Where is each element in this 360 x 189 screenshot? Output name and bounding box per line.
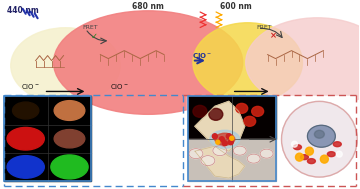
Ellipse shape: [54, 101, 85, 120]
Bar: [4, 96, 48, 125]
Ellipse shape: [189, 149, 203, 159]
Bar: [4, 96, 91, 181]
Bar: [187, 96, 356, 181]
Circle shape: [228, 140, 233, 145]
Bar: [232, 139, 275, 181]
Text: ClO$^-$: ClO$^-$: [21, 82, 40, 91]
Circle shape: [219, 137, 224, 142]
Text: ✓: ✓: [90, 32, 98, 41]
Text: ClO$^-$: ClO$^-$: [192, 51, 212, 60]
Ellipse shape: [307, 159, 315, 164]
Text: 680 nm: 680 nm: [132, 2, 164, 11]
Ellipse shape: [301, 155, 309, 160]
Ellipse shape: [244, 116, 256, 126]
Text: ClO$^-$: ClO$^-$: [110, 82, 129, 91]
Circle shape: [230, 136, 234, 140]
Ellipse shape: [7, 127, 44, 150]
Ellipse shape: [215, 133, 235, 145]
Text: FRET: FRET: [257, 25, 272, 30]
Text: 440 nm: 440 nm: [7, 6, 39, 15]
Ellipse shape: [7, 156, 44, 178]
Bar: [4, 153, 48, 181]
Ellipse shape: [210, 130, 240, 148]
Polygon shape: [195, 101, 245, 151]
Ellipse shape: [54, 129, 85, 148]
Ellipse shape: [213, 146, 227, 156]
Circle shape: [320, 155, 328, 163]
Circle shape: [282, 101, 357, 177]
Ellipse shape: [233, 146, 246, 155]
Bar: [4, 125, 48, 153]
Ellipse shape: [314, 130, 324, 138]
Bar: [188, 96, 232, 139]
Bar: [48, 96, 91, 125]
Bar: [188, 139, 232, 181]
Circle shape: [336, 151, 342, 157]
Circle shape: [226, 134, 231, 139]
Ellipse shape: [51, 155, 88, 179]
Circle shape: [222, 141, 227, 146]
Text: ×: ×: [270, 32, 276, 41]
Bar: [232, 96, 275, 139]
Ellipse shape: [247, 154, 260, 163]
Ellipse shape: [236, 103, 248, 113]
Ellipse shape: [252, 106, 264, 116]
Ellipse shape: [13, 102, 39, 119]
Circle shape: [292, 141, 297, 147]
Ellipse shape: [307, 125, 335, 147]
Bar: [48, 125, 91, 153]
Ellipse shape: [327, 152, 335, 157]
Ellipse shape: [11, 28, 120, 103]
Ellipse shape: [193, 105, 207, 117]
Ellipse shape: [209, 108, 223, 120]
Ellipse shape: [54, 11, 243, 114]
Circle shape: [212, 134, 217, 139]
Ellipse shape: [201, 156, 215, 166]
Circle shape: [216, 140, 220, 144]
Bar: [48, 153, 91, 181]
Ellipse shape: [246, 18, 360, 107]
Polygon shape: [195, 146, 245, 178]
Ellipse shape: [293, 145, 301, 150]
Circle shape: [305, 147, 314, 155]
Ellipse shape: [260, 149, 273, 158]
Circle shape: [296, 153, 303, 161]
Text: 600 nm: 600 nm: [220, 2, 252, 11]
Bar: [188, 96, 275, 181]
Ellipse shape: [333, 142, 341, 147]
Ellipse shape: [193, 23, 302, 102]
Text: FRET: FRET: [82, 25, 98, 30]
